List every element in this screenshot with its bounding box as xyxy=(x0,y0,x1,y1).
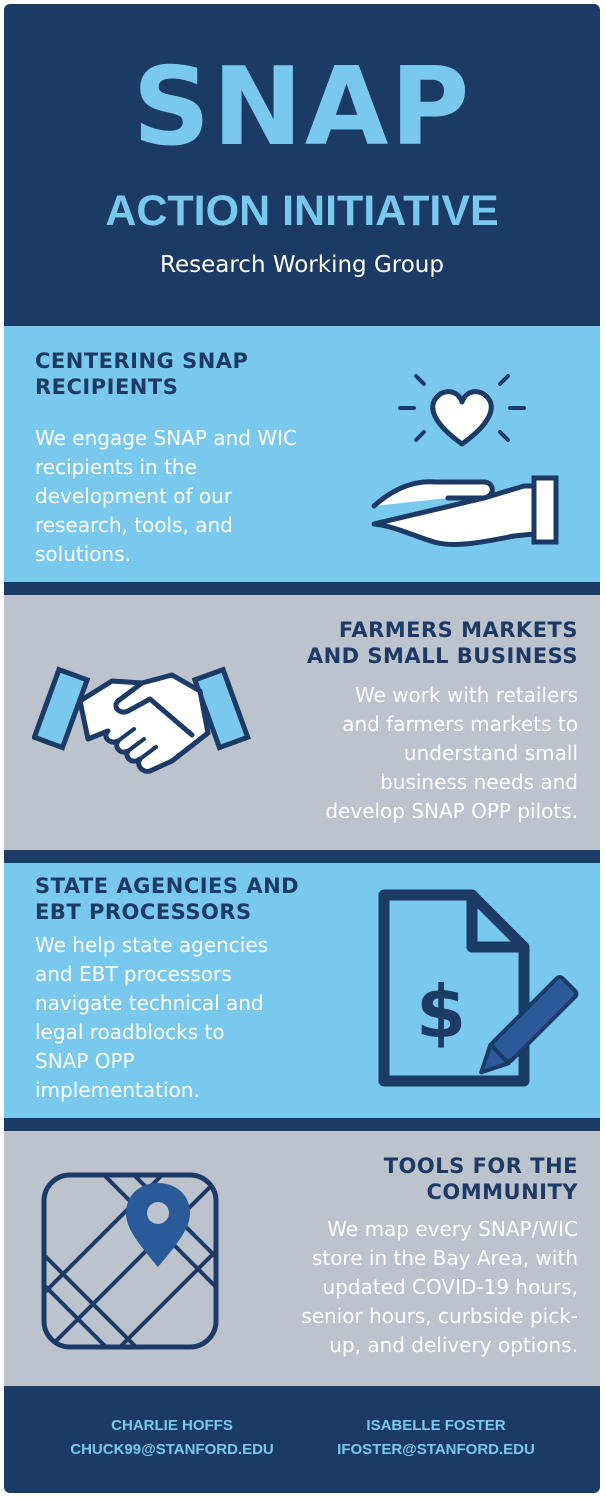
section-heading: FARMERS MARKETS AND SMALL BUSINESS xyxy=(250,617,578,669)
section-body: We work with retailers and farmers marke… xyxy=(250,681,578,826)
divider xyxy=(4,850,600,863)
heading-line: FARMERS MARKETS xyxy=(338,618,578,642)
divider xyxy=(4,582,600,595)
body-line: development of our xyxy=(35,484,233,508)
body-line: implementation. xyxy=(35,1078,200,1102)
body-line: We work with retailers xyxy=(354,683,578,707)
heading-line: STATE AGENCIES AND xyxy=(35,874,300,898)
body-line: We map every SNAP/WIC xyxy=(327,1217,578,1241)
body-line: and EBT processors xyxy=(35,962,232,986)
section-body: We engage SNAP and WIC recipients in the… xyxy=(35,424,355,569)
body-line: understand small xyxy=(403,741,578,765)
body-line: business needs and xyxy=(380,770,578,794)
contact-charlie: CHARLIE HOFFS CHUCK99@STANFORD.EDU xyxy=(32,1414,312,1462)
body-line: research, tools, and xyxy=(35,513,233,537)
body-line: SNAP OPP xyxy=(35,1049,135,1073)
heading-line: COMMUNITY xyxy=(426,1180,578,1204)
body-line: and farmers markets to xyxy=(342,712,578,736)
section-state-agencies: STATE AGENCIES AND EBT PROCESSORS We hel… xyxy=(4,863,600,1118)
page-subtitle: ACTION INITIATIVE xyxy=(105,187,499,235)
body-line: develop SNAP OPP pilots. xyxy=(325,799,578,823)
contact-email[interactable]: CHUCK99@STANFORD.EDU xyxy=(70,1441,274,1458)
section-heading: CENTERING SNAP RECIPIENTS xyxy=(35,348,335,400)
section-tools-community: TOOLS FOR THE COMMUNITY We map every SNA… xyxy=(4,1131,600,1386)
hand-heart-icon xyxy=(371,374,559,547)
body-line: up, and delivery options. xyxy=(329,1333,578,1357)
heading-line: AND SMALL BUSINESS xyxy=(306,644,578,668)
heading-line: CENTERING SNAP xyxy=(35,349,249,373)
body-line: recipients in the xyxy=(35,455,197,479)
body-line: updated COVID-19 hours, xyxy=(322,1275,578,1299)
heading-line: TOOLS FOR THE xyxy=(383,1154,578,1178)
section-heading: TOOLS FOR THE COMMUNITY xyxy=(250,1153,578,1205)
contact-name: ISABELLE FOSTER xyxy=(366,1417,506,1434)
body-line: senior hours, curbside pick- xyxy=(301,1304,578,1328)
footer: CHARLIE HOFFS CHUCK99@STANFORD.EDU ISABE… xyxy=(4,1386,600,1493)
heading-line: RECIPIENTS xyxy=(35,375,179,399)
body-line: navigate technical and xyxy=(35,991,264,1015)
infographic: SNAP ACTION INITIATIVE Research Working … xyxy=(4,4,600,1493)
body-line: legal roadblocks to xyxy=(35,1020,225,1044)
header: SNAP ACTION INITIATIVE Research Working … xyxy=(4,4,600,326)
page-title: SNAP xyxy=(132,45,472,170)
body-line: We help state agencies xyxy=(35,933,269,957)
contact-isabelle: ISABELLE FOSTER IFOSTER@STANFORD.EDU xyxy=(296,1414,576,1462)
body-line: solutions. xyxy=(35,542,131,566)
contact-email[interactable]: IFOSTER@STANFORD.EDU xyxy=(337,1441,535,1458)
section-heading: STATE AGENCIES AND EBT PROCESSORS xyxy=(35,873,375,925)
handshake-icon xyxy=(32,666,251,774)
divider xyxy=(4,1118,600,1131)
tagline: Research Working Group xyxy=(160,252,444,278)
section-farmers-markets: FARMERS MARKETS AND SMALL BUSINESS We wo… xyxy=(4,595,600,850)
contact-name: CHARLIE HOFFS xyxy=(111,1417,233,1434)
section-body: We help state agencies and EBT processor… xyxy=(35,931,355,1105)
map-pin-icon xyxy=(41,1172,219,1350)
svg-text:$: $ xyxy=(416,970,466,1054)
body-line: store in the Bay Area, with xyxy=(311,1246,578,1270)
heading-line: EBT PROCESSORS xyxy=(35,900,252,924)
body-line: We engage SNAP and WIC xyxy=(35,426,297,450)
document-dollar-pen-icon: $ xyxy=(378,889,579,1087)
section-centering-recipients: CENTERING SNAP RECIPIENTS We engage SNAP… xyxy=(4,326,600,582)
section-body: We map every SNAP/WIC store in the Bay A… xyxy=(230,1215,578,1360)
